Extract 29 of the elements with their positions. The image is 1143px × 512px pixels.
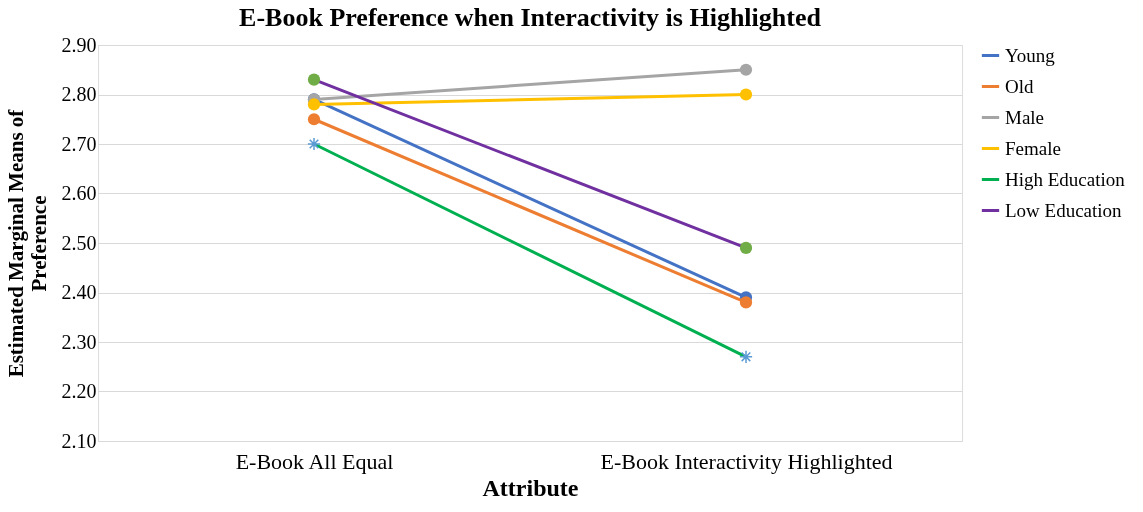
point — [739, 349, 753, 364]
y-axis-title: Estimated Marginal Means of Preference — [3, 108, 51, 378]
point — [307, 73, 321, 86]
y-tick-label: 2.60 — [61, 182, 97, 204]
legend-label: High Education — [1005, 168, 1126, 190]
point — [739, 88, 753, 101]
x-axis-title: Attribute — [482, 474, 579, 501]
y-tick-label: 2.80 — [61, 83, 97, 105]
y-tick-label: 2.30 — [61, 330, 97, 353]
point — [739, 63, 753, 76]
legend-label: Female — [1005, 137, 1061, 159]
point — [739, 241, 753, 255]
point — [307, 137, 321, 151]
point — [307, 113, 321, 126]
y-tick-label: 2.10 — [61, 429, 97, 452]
legend-label: Male — [1005, 106, 1045, 128]
chart-title: E-Book Preference when Interactivity is Highlighted — [239, 3, 822, 32]
x-tick-label: E-Book Interactivity Highlighted — [600, 448, 893, 474]
y-tick-label: 2.40 — [61, 281, 97, 303]
y-tick-label: 2.50 — [61, 231, 97, 254]
point — [307, 98, 321, 111]
point — [739, 296, 753, 309]
legend-label: Young — [1005, 44, 1056, 66]
y-tick-label: 2.20 — [61, 380, 97, 402]
legend-label: Low Education — [1005, 199, 1123, 221]
legend-label: Old — [1005, 75, 1034, 97]
y-tick-label: 2.70 — [61, 132, 97, 155]
y-tick-label: 2.90 — [61, 33, 97, 56]
x-tick-label: E-Book All Equal — [235, 448, 394, 474]
